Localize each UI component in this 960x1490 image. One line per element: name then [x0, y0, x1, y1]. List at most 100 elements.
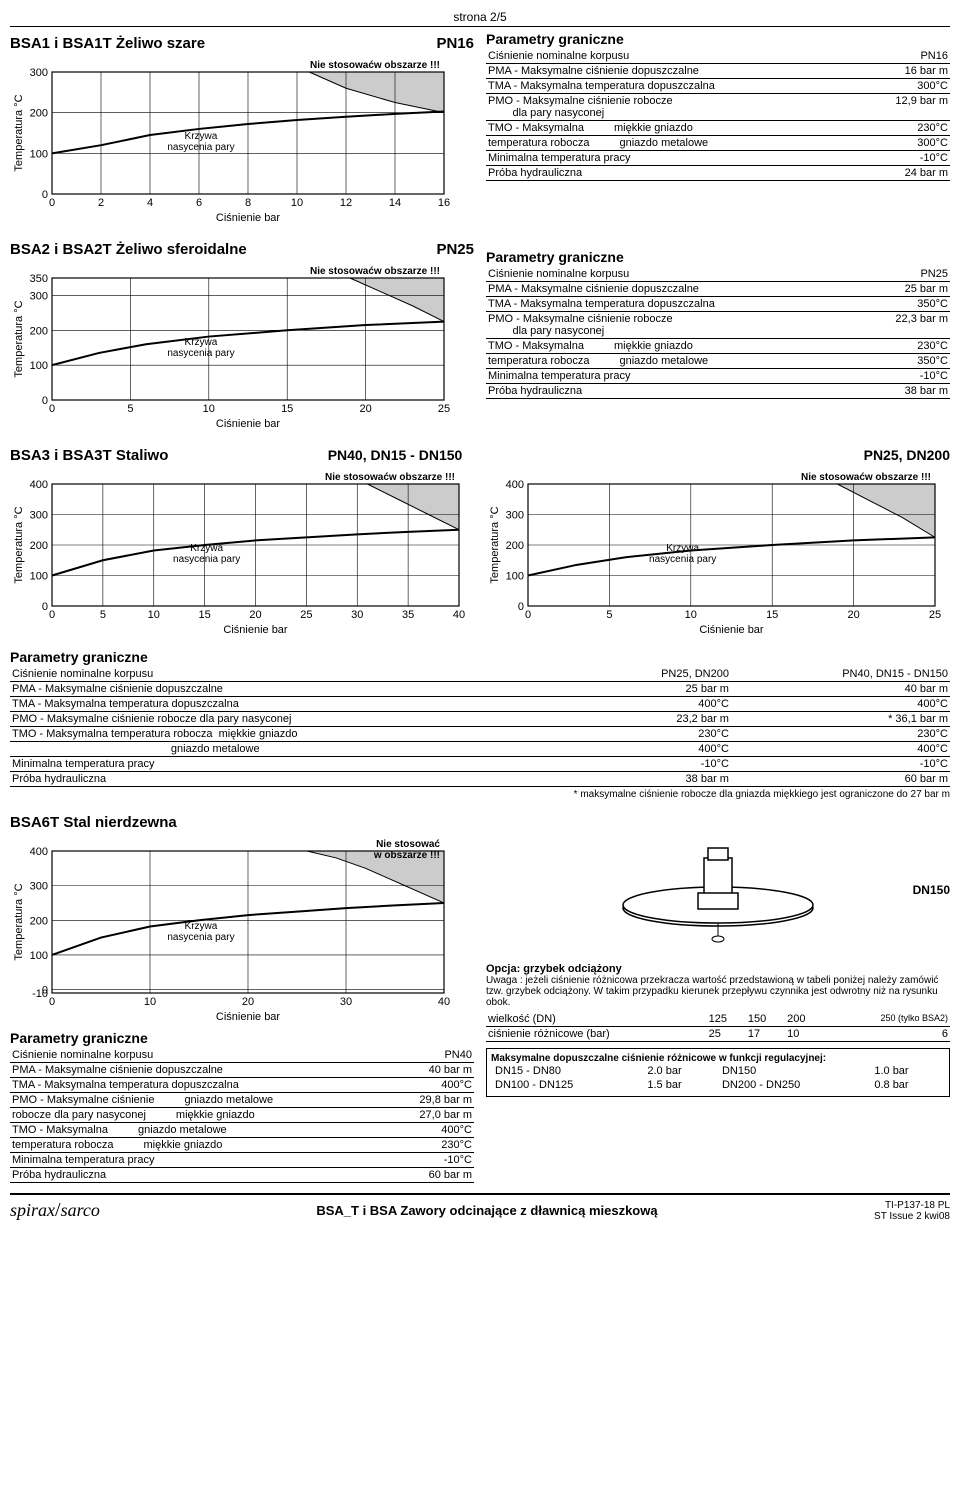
svg-text:6: 6 [196, 197, 202, 209]
svg-text:Nie stosowaćw obszarze !!!: Nie stosowaćw obszarze !!! [310, 60, 440, 71]
svg-text:5: 5 [606, 609, 612, 621]
size-h5: 250 (tylko BSA2) [824, 1012, 950, 1027]
svg-text:0: 0 [518, 601, 524, 613]
svg-text:Krzywa: Krzywa [190, 543, 223, 554]
size-v3: 10 [785, 1027, 824, 1042]
svg-text:10: 10 [203, 403, 215, 415]
bsa1-pn: PN16 [436, 35, 474, 52]
svg-text:Temperatura °C: Temperatura °C [13, 506, 25, 583]
svg-text:300: 300 [30, 510, 48, 522]
size-h1: wielkość (DN) [486, 1012, 707, 1027]
svg-text:300: 300 [30, 290, 48, 302]
bsa1-params-table: Ciśnienie nominalne korpusuPN16PMA - Mak… [486, 49, 950, 181]
svg-text:5: 5 [127, 403, 133, 415]
svg-text:400: 400 [506, 479, 524, 491]
svg-text:Krzywa: Krzywa [185, 921, 218, 932]
svg-text:0: 0 [42, 601, 48, 613]
option-heading: Opcja: grzybek odciążony [486, 963, 950, 975]
svg-text:Ciśnienie bar: Ciśnienie bar [216, 212, 281, 224]
svg-text:nasycenia pary: nasycenia pary [167, 348, 234, 359]
svg-text:200: 200 [30, 915, 48, 927]
svg-text:14: 14 [389, 197, 401, 209]
plug-diagram [608, 833, 828, 953]
size-table: wielkość (DN) 125 150 200 250 (tylko BSA… [486, 1012, 950, 1042]
svg-text:Temperatura °C: Temperatura °C [13, 883, 25, 960]
svg-text:nasycenia pary: nasycenia pary [167, 932, 234, 943]
plug-label: DN150 [913, 883, 950, 897]
size-h4: 200 [785, 1012, 824, 1027]
svg-text:10: 10 [685, 609, 697, 621]
bsa3-params-title: Parametry graniczne [10, 649, 950, 665]
svg-text:2: 2 [98, 197, 104, 209]
reg-table: Maksymalne dopuszczalne ciśnienie różnic… [486, 1048, 950, 1097]
svg-text:35: 35 [402, 609, 414, 621]
logo: spirax/sarco [10, 1199, 100, 1222]
svg-text:16: 16 [438, 197, 450, 209]
svg-text:400: 400 [30, 846, 48, 858]
bsa1-chart: 02468101214160100200300Ciśnienie barTemp… [10, 54, 474, 227]
svg-text:0: 0 [49, 609, 55, 621]
svg-text:20: 20 [359, 403, 371, 415]
svg-text:300: 300 [30, 881, 48, 893]
svg-text:0: 0 [525, 609, 531, 621]
page-header: strona 2/5 [10, 10, 950, 27]
bsa2-title: BSA2 i BSA2T Żeliwo sferoidalne [10, 241, 247, 258]
svg-text:Ciśnienie bar: Ciśnienie bar [223, 624, 288, 636]
bsa6t-params-title: Parametry graniczne [10, 1030, 474, 1046]
svg-text:w obszarze !!!: w obszarze !!! [373, 850, 440, 861]
footer-center: BSA_T i BSA Zawory odcinające z dławnicą… [316, 1203, 657, 1218]
svg-text:0: 0 [49, 197, 55, 209]
bsa3-chart-right: 05101520250100200300400Ciśnienie barTemp… [486, 466, 950, 639]
svg-text:40: 40 [453, 609, 465, 621]
bsa2-pn: PN25 [436, 241, 474, 258]
bsa3-chart-left: 05101520253035400100200300400Ciśnienie b… [10, 466, 474, 639]
svg-text:25: 25 [929, 609, 941, 621]
svg-text:300: 300 [506, 510, 524, 522]
svg-text:100: 100 [30, 571, 48, 583]
bsa6t-title: BSA6T Stal nierdzewna [10, 814, 950, 831]
svg-text:30: 30 [351, 609, 363, 621]
bsa3-params-table: Ciśnienie nominalne korpusuPN25, DN200PN… [10, 667, 950, 787]
bsa1-title: BSA1 i BSA1T Żeliwo szare [10, 35, 205, 52]
svg-text:100: 100 [506, 571, 524, 583]
bsa2-params-title: Parametry graniczne [486, 249, 950, 265]
size-h2: 125 [707, 1012, 746, 1027]
svg-text:0: 0 [42, 985, 48, 997]
svg-text:30: 30 [340, 996, 352, 1008]
bsa3-pn-right: PN25, DN200 [580, 447, 950, 463]
svg-text:100: 100 [30, 360, 48, 372]
svg-text:25: 25 [300, 609, 312, 621]
bsa6t-params-table: Ciśnienie nominalne korpusuPN40PMA - Mak… [10, 1048, 474, 1183]
svg-text:Temperatura °C: Temperatura °C [13, 300, 25, 377]
svg-text:nasycenia pary: nasycenia pary [173, 554, 240, 565]
svg-text:20: 20 [847, 609, 859, 621]
svg-text:5: 5 [100, 609, 106, 621]
svg-text:400: 400 [30, 479, 48, 491]
svg-text:10: 10 [291, 197, 303, 209]
size-r1: ciśnienie różnicowe (bar) [486, 1027, 707, 1042]
svg-text:200: 200 [506, 540, 524, 552]
svg-text:8: 8 [245, 197, 251, 209]
reg-heading: Maksymalne dopuszczalne ciśnienie różnic… [491, 1053, 945, 1064]
svg-text:Temperatura °C: Temperatura °C [13, 94, 25, 171]
bsa2-params-table: Ciśnienie nominalne korpusuPN25PMA - Mak… [486, 267, 950, 399]
svg-text:Krzywa: Krzywa [185, 131, 218, 142]
svg-text:200: 200 [30, 325, 48, 337]
svg-text:40: 40 [438, 996, 450, 1008]
svg-text:Nie stosować: Nie stosować [376, 839, 440, 850]
svg-text:15: 15 [281, 403, 293, 415]
svg-text:nasycenia pary: nasycenia pary [649, 554, 716, 565]
svg-text:10: 10 [148, 609, 160, 621]
svg-text:Krzywa: Krzywa [666, 543, 699, 554]
svg-text:0: 0 [42, 395, 48, 407]
svg-text:Nie stosowaćw obszarze !!!: Nie stosowaćw obszarze !!! [325, 472, 455, 483]
bsa2-chart: 05101520250100200300350Ciśnienie barTemp… [10, 260, 474, 433]
size-v4: 6 [824, 1027, 950, 1042]
bsa3-pn-left: PN40, DN15 - DN150 [210, 447, 580, 463]
option-text: Uwaga : jeżeli ciśnienie różnicowa przek… [486, 975, 950, 1008]
svg-text:20: 20 [242, 996, 254, 1008]
svg-text:0: 0 [49, 403, 55, 415]
svg-text:25: 25 [438, 403, 450, 415]
bsa1-params-title: Parametry graniczne [486, 31, 950, 47]
svg-text:0: 0 [49, 996, 55, 1008]
